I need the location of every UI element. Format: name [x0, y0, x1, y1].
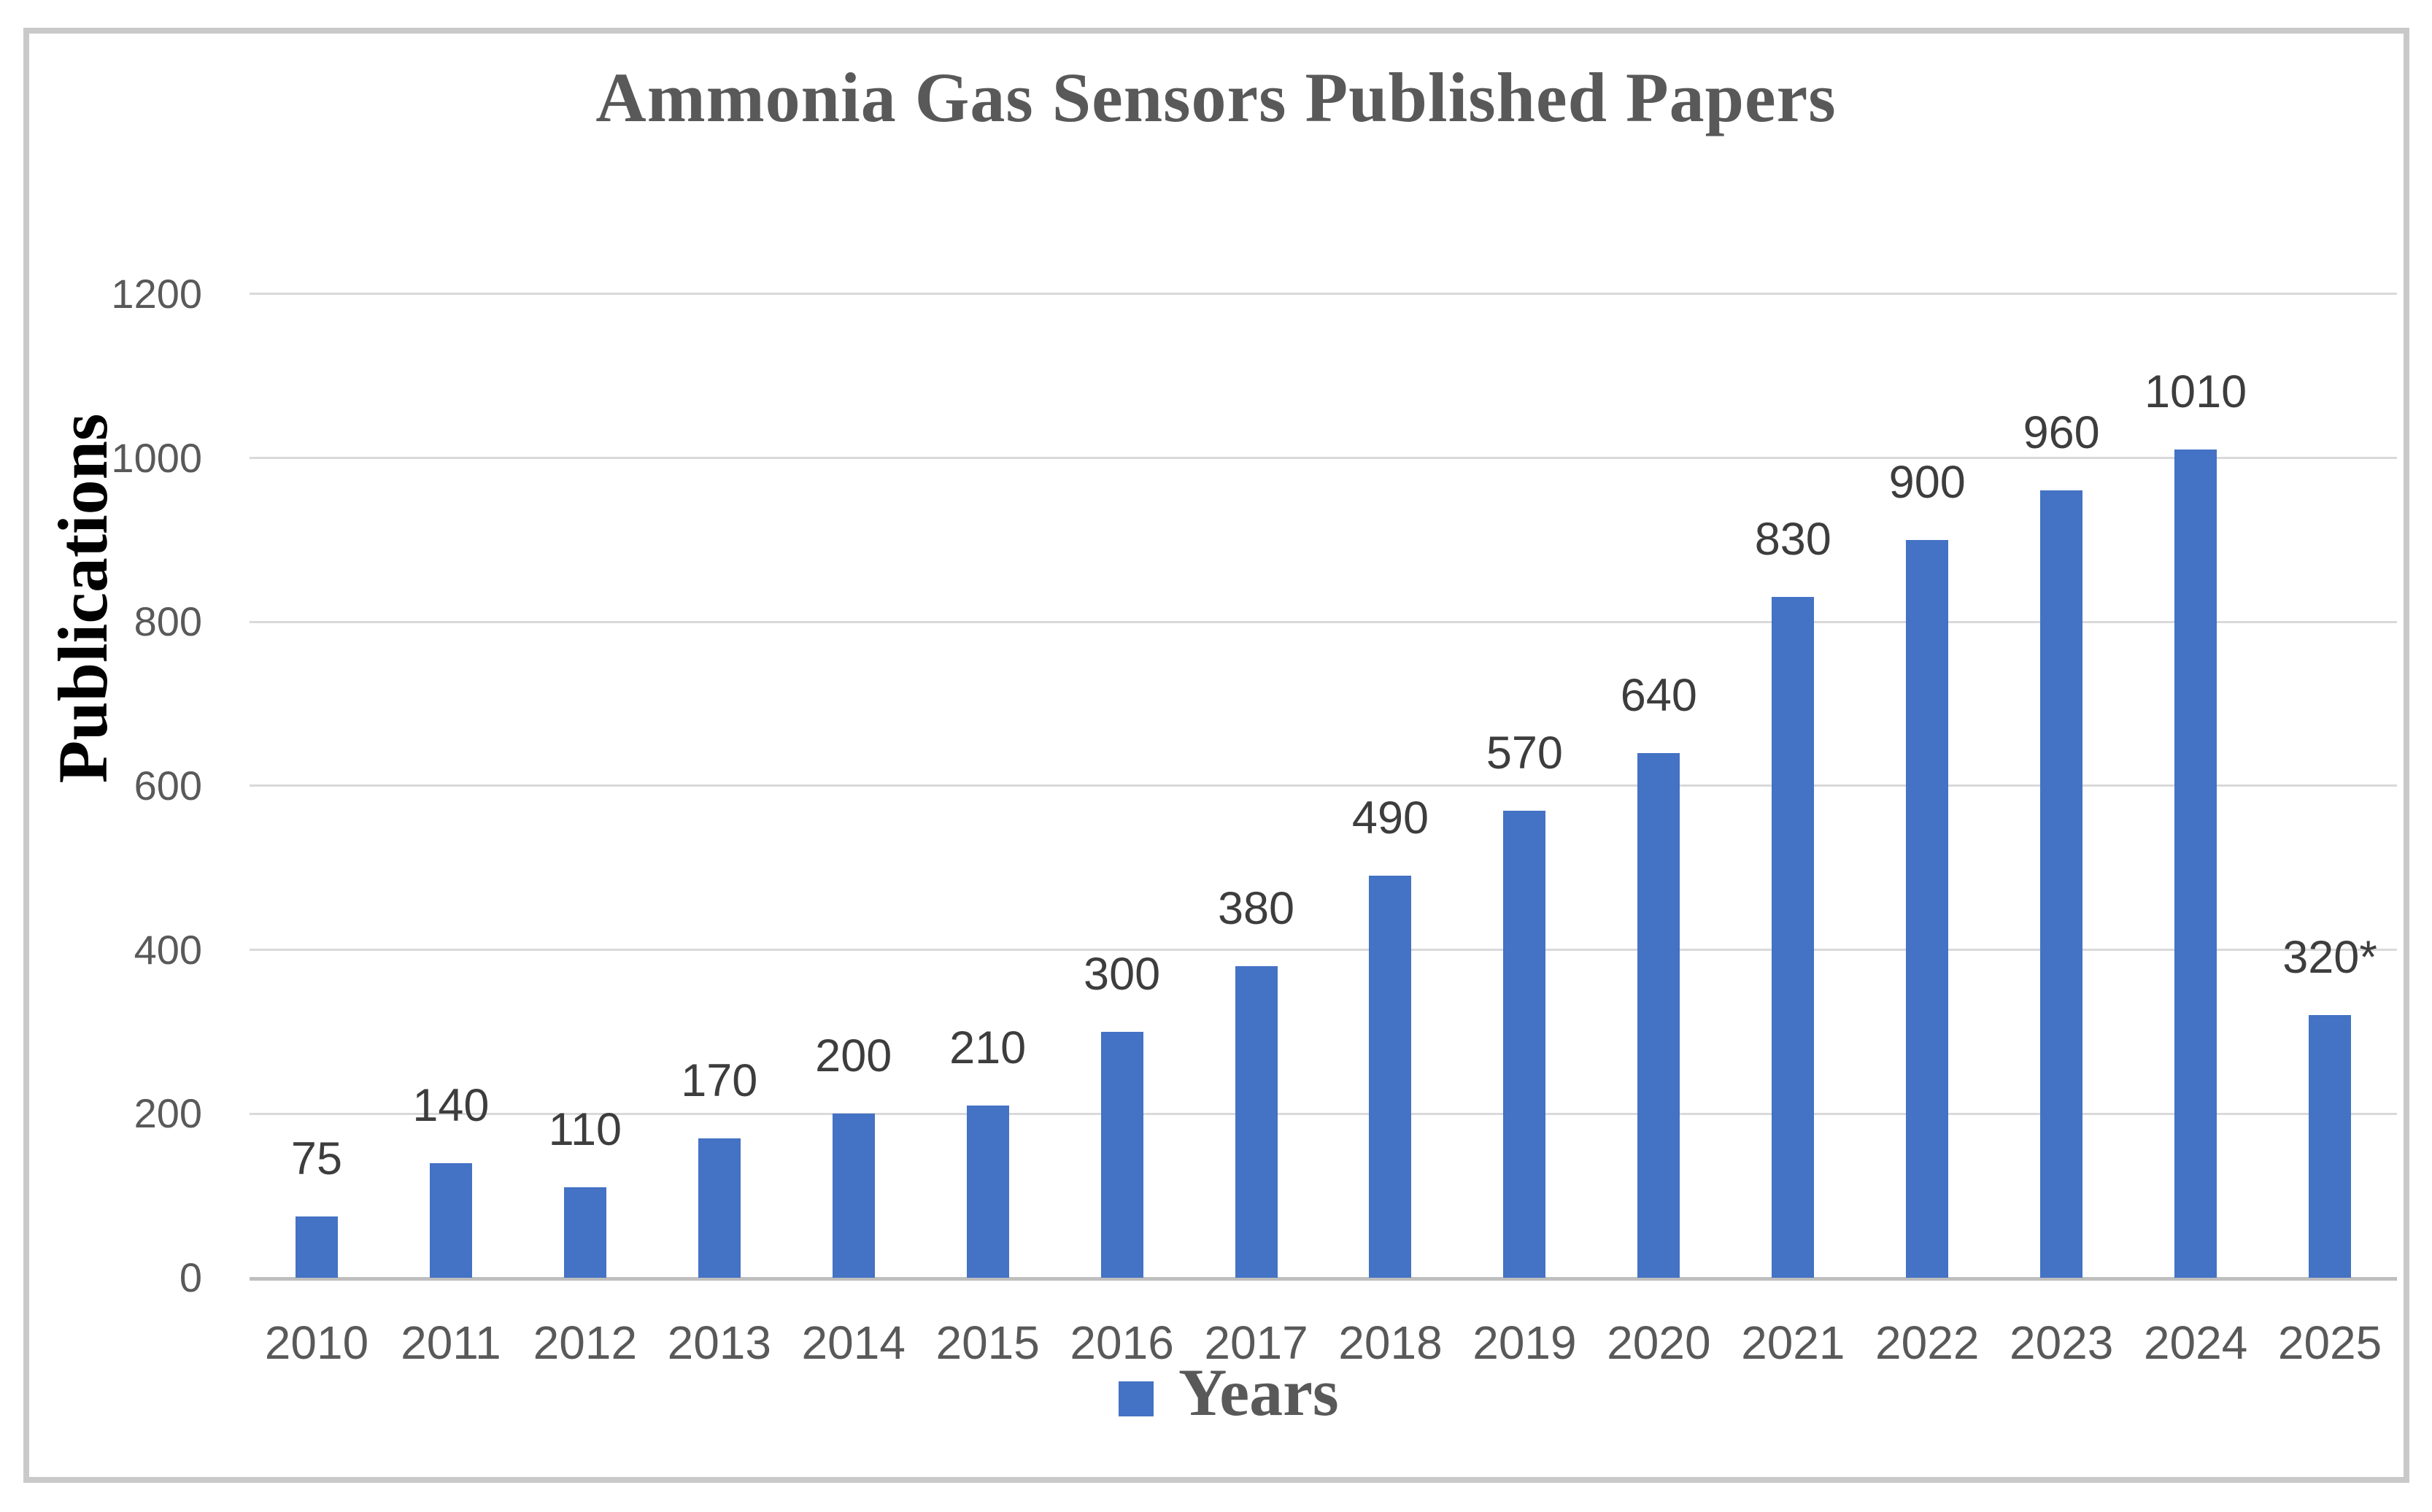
bar-2016: [1100, 1032, 1143, 1278]
gridline-1000: [250, 457, 2397, 459]
y-tick-label-200: 200: [134, 1090, 202, 1137]
bar-2023: [2040, 490, 2083, 1278]
bar-value-label-2013: 170: [681, 1055, 758, 1106]
bar-2014: [832, 1114, 875, 1278]
bar-2021: [1772, 597, 1815, 1278]
bar-value-label-2023: 960: [2023, 407, 2100, 458]
y-tick-label-800: 800: [134, 598, 202, 645]
bar-value-label-2022: 900: [1888, 457, 1966, 508]
legend: Years: [0, 1359, 2432, 1439]
bar-2010: [295, 1216, 338, 1278]
x-axis-line: [250, 1277, 2397, 1281]
bar-value-label-2010: 75: [290, 1133, 342, 1184]
gridline-200: [250, 1112, 2397, 1115]
bar-2018: [1369, 876, 1412, 1278]
x-tick-label-2017: 2017: [1204, 1316, 1308, 1369]
legend-color-swatch: [1119, 1381, 1154, 1416]
x-tick-label-2018: 2018: [1338, 1316, 1443, 1369]
bar-value-label-2024: 1010: [2145, 366, 2247, 417]
bar-value-label-2016: 300: [1084, 949, 1161, 1000]
bar-2015: [966, 1106, 1009, 1278]
bar-value-label-2018: 490: [1351, 792, 1429, 844]
chart-frame-border: [23, 28, 2409, 1483]
bar-2013: [698, 1138, 741, 1278]
bar-2025: [2309, 1015, 2352, 1278]
legend-label: Years: [1178, 1355, 1339, 1430]
bar-2022: [1906, 540, 1949, 1278]
bar-value-label-2020: 640: [1620, 670, 1697, 721]
x-tick-label-2014: 2014: [801, 1316, 906, 1369]
bar-2011: [429, 1163, 472, 1278]
y-tick-label-400: 400: [134, 926, 202, 973]
bar-2017: [1235, 966, 1278, 1278]
x-tick-label-2022: 2022: [1875, 1316, 1980, 1369]
bar-value-label-2014: 200: [815, 1030, 892, 1081]
x-tick-label-2016: 2016: [1070, 1316, 1174, 1369]
bar-value-label-2011: 140: [412, 1080, 490, 1131]
x-tick-label-2020: 2020: [1607, 1316, 1711, 1369]
bar-2019: [1503, 811, 1546, 1278]
gridline-400: [250, 949, 2397, 952]
x-tick-label-2011: 2011: [401, 1316, 501, 1369]
bar-value-label-2019: 570: [1486, 728, 1563, 779]
x-tick-label-2025: 2025: [2277, 1316, 2382, 1369]
x-tick-label-2019: 2019: [1472, 1316, 1577, 1369]
bar-value-label-2017: 380: [1217, 883, 1295, 934]
x-tick-label-2023: 2023: [2009, 1316, 2114, 1369]
chart-title: Ammonia Gas Sensors Published Papers: [595, 58, 1837, 136]
x-tick-label-2010: 2010: [264, 1316, 369, 1369]
x-tick-label-2012: 2012: [533, 1316, 638, 1369]
bar-value-label-2021: 830: [1754, 514, 1831, 565]
y-tick-label-0: 0: [179, 1254, 202, 1300]
x-tick-label-2024: 2024: [2143, 1316, 2248, 1369]
bar-value-label-2025: 320*: [2282, 932, 2377, 983]
bar-2024: [2174, 450, 2217, 1278]
gridline-1200: [250, 293, 2397, 296]
gridline-600: [250, 784, 2397, 787]
x-tick-label-2013: 2013: [667, 1316, 771, 1369]
x-tick-label-2015: 2015: [935, 1316, 1040, 1369]
y-tick-label-600: 600: [134, 762, 202, 809]
y-tick-label-1000: 1000: [111, 434, 202, 481]
bar-2012: [563, 1187, 606, 1278]
y-tick-label-1200: 1200: [111, 270, 202, 317]
bar-2020: [1637, 753, 1680, 1278]
x-tick-label-2021: 2021: [1741, 1316, 1845, 1369]
bar-value-label-2012: 110: [548, 1104, 622, 1155]
gridline-800: [250, 620, 2397, 623]
bar-value-label-2015: 210: [949, 1022, 1027, 1073]
